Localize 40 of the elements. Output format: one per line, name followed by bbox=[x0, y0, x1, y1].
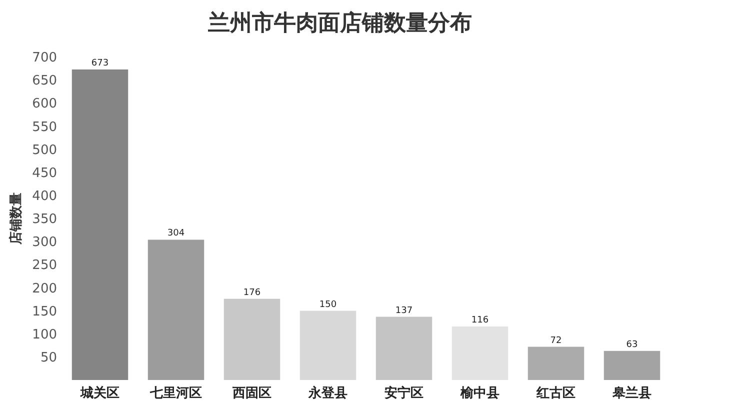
bar bbox=[528, 346, 584, 380]
y-tick-label: 250 bbox=[32, 258, 57, 274]
data-label: 116 bbox=[471, 315, 489, 326]
bar bbox=[224, 298, 280, 380]
bar bbox=[376, 316, 432, 380]
bar bbox=[452, 326, 508, 380]
y-tick-label: 500 bbox=[32, 142, 57, 158]
x-tick-label: 榆中县 bbox=[460, 386, 500, 401]
y-axis-title: 店铺数量 bbox=[8, 192, 24, 246]
y-tick-label: 150 bbox=[32, 304, 57, 320]
y-tick-label: 100 bbox=[32, 327, 57, 342]
x-tick-label: 皋兰县 bbox=[612, 385, 652, 401]
data-label: 63 bbox=[626, 340, 638, 350]
data-label: 72 bbox=[550, 336, 562, 346]
data-label: 673 bbox=[91, 58, 109, 68]
x-tick-label: 红古区 bbox=[536, 386, 576, 401]
x-tick-label: 西固区 bbox=[232, 386, 272, 401]
y-tick-label: 650 bbox=[32, 74, 57, 89]
y-tick-label: 550 bbox=[32, 120, 57, 135]
data-label: 176 bbox=[243, 288, 261, 298]
y-tick-label: 350 bbox=[32, 212, 57, 228]
x-tick-label: 安宁区 bbox=[384, 385, 424, 401]
y-tick-label: 600 bbox=[32, 96, 57, 112]
bar bbox=[604, 350, 660, 380]
y-tick-label: 300 bbox=[32, 235, 57, 250]
y-tick-label: 700 bbox=[32, 50, 57, 66]
x-tick-label: 永登县 bbox=[308, 385, 348, 401]
data-label: 150 bbox=[319, 300, 337, 310]
chart-title: 兰州市牛肉面店铺数量分布 bbox=[207, 10, 472, 36]
y-tick-label: 400 bbox=[32, 188, 57, 204]
data-label: 137 bbox=[395, 306, 413, 316]
bar bbox=[300, 310, 356, 380]
data-label: 304 bbox=[167, 228, 185, 239]
bar bbox=[72, 69, 128, 380]
x-tick-label: 七里河区 bbox=[149, 386, 202, 401]
x-tick-label: 城关区 bbox=[80, 385, 120, 401]
y-tick-label: 200 bbox=[32, 281, 57, 296]
y-tick-label: 50 bbox=[40, 350, 57, 366]
bar bbox=[148, 240, 204, 380]
y-tick-label: 450 bbox=[32, 166, 57, 181]
